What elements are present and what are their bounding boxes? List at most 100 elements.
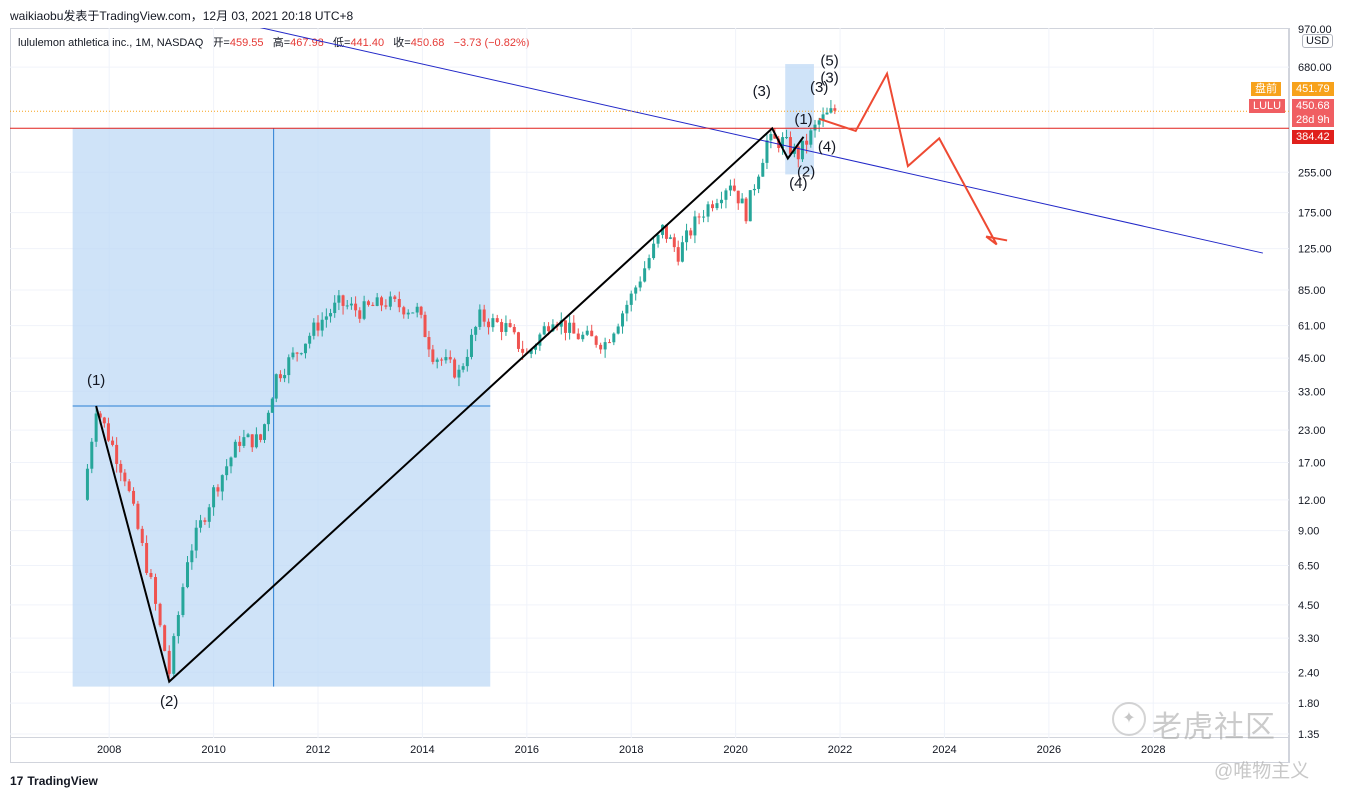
y-tick-label: 125.00	[1298, 244, 1332, 256]
wave-label: (1)	[87, 372, 105, 389]
low-value: 441.40	[350, 37, 385, 49]
candle-body	[534, 345, 538, 350]
candle-body	[337, 295, 341, 303]
candle-body	[358, 310, 362, 319]
candle-body	[773, 134, 777, 139]
candle-body	[581, 334, 585, 340]
candle-body	[594, 336, 598, 345]
price-axis[interactable]	[1289, 28, 1344, 763]
tiger-community-logo-icon: ✦	[1112, 702, 1146, 736]
horizontal-line-tag: 384.42	[1292, 130, 1334, 144]
candle-body	[825, 112, 829, 115]
candle-body	[435, 359, 439, 362]
candle-body	[585, 330, 589, 335]
x-tick-label: 2014	[410, 744, 434, 756]
candle-body	[431, 349, 435, 362]
candle-body	[283, 375, 287, 379]
candle-body	[225, 466, 229, 476]
change-value: −3.73 (−0.82%)	[453, 37, 530, 49]
candle-body	[366, 301, 370, 305]
close-label: 收=	[393, 37, 411, 49]
candle-body	[324, 316, 328, 320]
candle-body	[371, 304, 375, 306]
candle-body	[384, 305, 388, 307]
candle-body	[158, 603, 162, 626]
candle-body	[757, 176, 761, 189]
candle-body	[829, 108, 833, 113]
currency-label[interactable]: USD	[1302, 34, 1334, 48]
y-tick-label: 12.00	[1298, 495, 1326, 507]
candle-body	[316, 322, 320, 331]
premarket-tag-value: 451.79	[1292, 82, 1334, 96]
candle-body	[388, 296, 392, 307]
wave-label: (5)	[820, 53, 838, 70]
wave-path	[95, 126, 805, 684]
candle-body	[512, 326, 516, 333]
y-tick-label: 4.50	[1298, 600, 1319, 612]
candle-body	[796, 146, 800, 160]
candle-body	[308, 335, 312, 344]
close-value: 450.68	[410, 37, 445, 49]
candle-body	[94, 413, 98, 442]
candle-body	[599, 344, 603, 350]
time-axis[interactable]	[10, 738, 1289, 763]
candle-body	[817, 120, 821, 125]
trend-line	[259, 28, 1264, 254]
candle-body	[680, 242, 684, 262]
candle-body	[715, 203, 719, 209]
candle-body	[621, 313, 625, 327]
candle-body	[668, 237, 672, 239]
candle-body	[465, 356, 469, 367]
candle-body	[299, 353, 303, 355]
candle-body	[487, 321, 491, 328]
candle-body	[85, 468, 89, 500]
candle-body	[685, 230, 689, 243]
candle-body	[559, 320, 563, 327]
projection-path	[818, 70, 1008, 246]
y-tick-label: 3.30	[1298, 633, 1319, 645]
x-tick-label: 2016	[515, 744, 539, 756]
symbol-name[interactable]: lululemon athletica inc., 1M, NASDAQ	[18, 37, 204, 49]
candle-body	[693, 216, 697, 236]
candle-body	[785, 137, 789, 139]
x-tick-label: 2010	[201, 744, 225, 756]
candle-body	[427, 337, 431, 350]
candle-body	[229, 457, 233, 467]
candle-body	[676, 247, 680, 262]
candle-body	[461, 366, 465, 370]
y-tick-label: 9.00	[1298, 526, 1319, 538]
candle-body	[647, 258, 651, 269]
candle-body	[349, 303, 353, 306]
candle-body	[781, 137, 785, 148]
countdown-tag: 28d 9h	[1292, 113, 1334, 127]
tradingview-logo[interactable]: 17 TradingView	[10, 774, 98, 788]
candle-body	[295, 352, 299, 354]
candle-body	[616, 326, 620, 334]
candle-body	[203, 520, 207, 522]
candle-body	[312, 322, 316, 336]
candle-body	[590, 330, 594, 337]
candle-body	[190, 550, 194, 563]
candle-body	[115, 444, 119, 464]
candle-body	[246, 434, 250, 438]
candle-body	[136, 503, 140, 529]
candle-body	[172, 636, 176, 674]
candle-body	[259, 434, 263, 440]
candle-body	[149, 572, 153, 578]
candle-body	[711, 204, 715, 209]
x-tick-label: 2024	[932, 744, 956, 756]
wave-label: (3)	[820, 69, 838, 86]
wave-label: (1)	[794, 111, 812, 128]
candle-body	[516, 332, 520, 349]
candle-body	[508, 323, 512, 327]
candle-body	[393, 296, 397, 300]
chart-pane[interactable]	[10, 28, 1289, 738]
candle-body	[603, 342, 607, 350]
candle-body	[457, 369, 461, 378]
candle-body	[291, 352, 295, 358]
candle-body	[444, 357, 448, 361]
candle-body	[154, 577, 158, 604]
candle-body	[303, 343, 307, 354]
candle-body	[106, 423, 110, 441]
